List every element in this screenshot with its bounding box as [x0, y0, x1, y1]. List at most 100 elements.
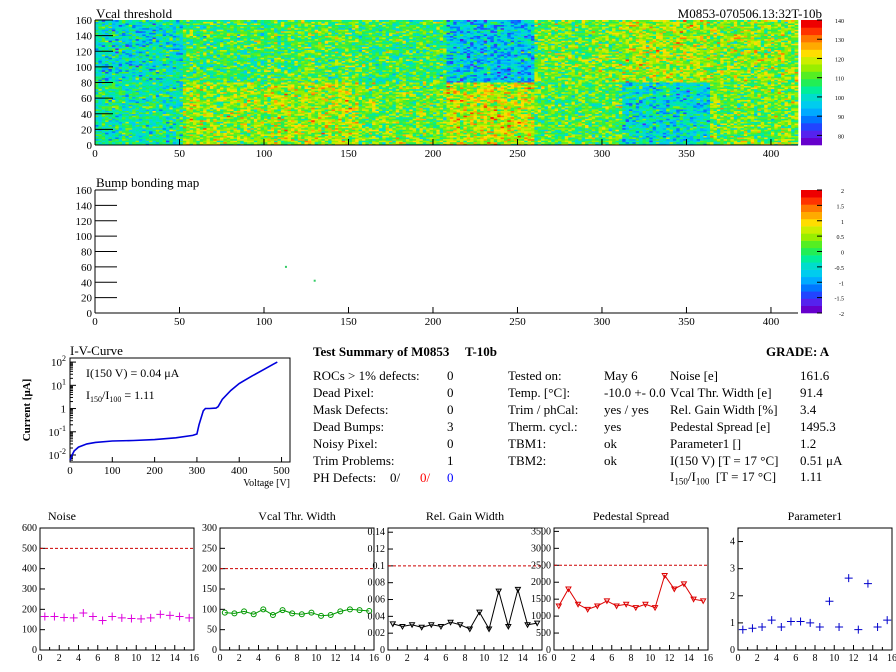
vcal-pixel-cell [365, 79, 370, 82]
vcal-pixel-cell [362, 24, 366, 27]
vcal-pixel-cell [105, 68, 109, 71]
vcal-pixel-cell [335, 60, 339, 63]
vcal-pixel-cell [389, 70, 393, 72]
vcal-pixel-cell [314, 45, 319, 47]
vcal-pixel-cell [372, 20, 376, 22]
vcal-pixel-cell [409, 30, 413, 33]
vcal-pixel-cell [321, 32, 326, 35]
vcal-pixel-cell [291, 74, 295, 77]
vcal-pixel-cell [213, 20, 217, 22]
vcal-pixel-cell [176, 79, 180, 82]
vcal-pixel-cell [142, 62, 146, 65]
vcal-pixel-cell [497, 20, 501, 22]
vcal-pixel-cell [155, 71, 160, 74]
vcal-pixel-cell [385, 20, 390, 22]
vcal-pixel-cell [264, 62, 268, 65]
vcal-pixel-cell [169, 29, 174, 32]
vcal-pixel-cell [314, 40, 319, 43]
vcal-pixel-cell [253, 62, 258, 65]
vcal-pixel-cell [341, 27, 346, 30]
vcal-pixel-cell [500, 63, 505, 66]
vcal-pixel-cell [250, 34, 255, 36]
vcal-pixel-cell [351, 27, 356, 30]
vcal-pixel-cell [382, 45, 386, 47]
vcal-pixel-cell [426, 45, 430, 47]
vcal-pixel-cell [220, 20, 224, 22]
vcal-pixel-cell [345, 71, 349, 74]
vcal-pixel-cell [504, 70, 508, 72]
vcal-pixel-cell [213, 23, 217, 25]
vcal-pixel-cell [280, 63, 285, 66]
vcal-pixel-cell [122, 30, 126, 33]
vcal-pixel-cell [162, 63, 167, 66]
vcal-pixel-cell [456, 57, 461, 60]
vcal-pixel-cell [301, 27, 305, 30]
vcal-pixel-cell [497, 70, 501, 72]
vcal-pixel-cell [274, 73, 278, 75]
vcal-pixel-cell [504, 76, 508, 79]
vcal-pixel-cell [466, 45, 471, 47]
vcal-pixel-cell [240, 41, 244, 44]
vcal-pixel-cell [362, 32, 366, 35]
vcal-pixel-cell [365, 54, 370, 57]
vcal-pixel-cell [510, 57, 515, 60]
vcal-pixel-cell [240, 32, 244, 35]
vcal-pixel-cell [101, 73, 106, 75]
vcal-pixel-cell [324, 24, 329, 27]
vcal-pixel-cell [277, 27, 282, 30]
vcal-pixel-cell [429, 43, 434, 46]
vcal-pixel-cell [142, 77, 146, 80]
vcal-pixel-cell [446, 21, 451, 24]
vcal-pixel-cell [179, 43, 184, 46]
vcal-pixel-cell [345, 76, 349, 79]
vcal-pixel-cell [358, 29, 363, 32]
vcal-pixel-cell [105, 59, 109, 61]
vcal-pixel-cell [155, 59, 160, 61]
vcal-pixel-cell [341, 26, 346, 29]
vcal-pixel-cell [108, 51, 113, 54]
vcal-pixel-cell [392, 38, 397, 41]
vcal-pixel-cell [483, 55, 488, 58]
vcal-pixel-cell [172, 29, 177, 32]
vcal-pixel-cell [226, 66, 231, 69]
vcal-pixel-cell [429, 24, 434, 27]
vcal-pixel-cell [209, 71, 214, 74]
vcal-pixel-cell [166, 24, 170, 27]
vcal-pixel-cell [122, 70, 126, 72]
vcal-pixel-cell [122, 41, 126, 44]
vcal-pixel-cell [169, 26, 174, 29]
vcal-pixel-cell [233, 21, 238, 24]
vcal-pixel-cell [264, 76, 268, 79]
vcal-pixel-cell [230, 30, 234, 33]
vcal-pixel-cell [490, 37, 495, 40]
vcal-pixel-cell [483, 76, 488, 79]
vcal-pixel-cell [280, 68, 285, 71]
vcal-pixel-cell [267, 54, 272, 57]
vcal-pixel-cell [321, 40, 326, 43]
vcal-pixel-cell [507, 23, 511, 25]
vcal-pixel-cell [476, 38, 481, 41]
vcal-pixel-cell [301, 80, 305, 83]
vcal-pixel-cell [111, 80, 116, 83]
vcal-pixel-cell [389, 43, 393, 46]
vcal-pixel-cell [409, 20, 413, 22]
vcal-pixel-cell [446, 60, 451, 63]
vcal-pixel-cell [476, 45, 481, 47]
vcal-pixel-cell [385, 29, 390, 32]
vcal-pixel-cell [490, 54, 495, 57]
vcal-pixel-cell [115, 57, 119, 60]
vcal-pixel-cell [490, 20, 495, 22]
vcal-pixel-cell [169, 51, 174, 54]
vcal-pixel-cell [95, 20, 99, 22]
vcal-pixel-cell [294, 20, 299, 22]
vcal-pixel-cell [399, 76, 403, 79]
vcal-pixel-cell [510, 55, 515, 58]
vcal-pixel-cell [443, 37, 447, 40]
vcal-pixel-cell [274, 79, 278, 82]
vcal-pixel-cell [179, 80, 184, 83]
vcal-pixel-cell [182, 68, 187, 71]
vcal-pixel-cell [287, 24, 292, 27]
vcal-pixel-cell [162, 68, 167, 71]
vcal-pixel-cell [169, 59, 174, 61]
vcal-pixel-cell [213, 73, 217, 75]
